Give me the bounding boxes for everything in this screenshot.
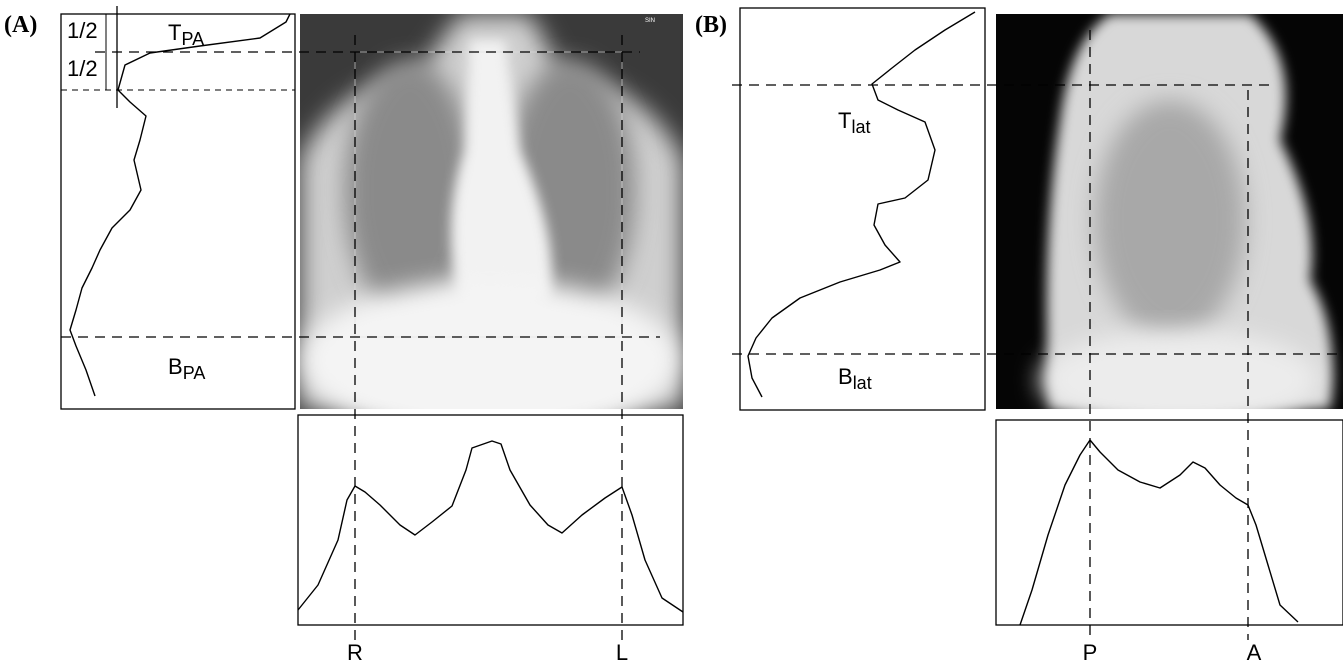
- xray-pa: SIN: [300, 14, 683, 409]
- axis-label: P: [1083, 640, 1098, 665]
- axis-label: L: [616, 640, 628, 665]
- profile-box: [297, 414, 684, 626]
- half-label: 1/2: [67, 18, 98, 43]
- axis-label: R: [347, 640, 363, 665]
- marker-main: B: [168, 354, 183, 379]
- xray-lat: [996, 14, 1343, 409]
- top-marker: Tlat: [838, 108, 870, 137]
- profile-curve: [1019, 439, 1299, 626]
- profile-curve: [747, 11, 976, 398]
- panel-label: (A): [4, 12, 37, 38]
- profile-curve: [69, 13, 291, 397]
- marker-sub: lat: [851, 117, 870, 137]
- top-marker: TPA: [168, 20, 204, 49]
- half-label: 1/2: [67, 56, 98, 81]
- profile-curve: [297, 440, 684, 613]
- bottom-marker: BPA: [168, 354, 205, 383]
- bottom-marker: Blat: [838, 364, 872, 393]
- marker-sub: lat: [853, 373, 872, 393]
- profile-box: [60, 13, 296, 410]
- marker-main: T: [168, 20, 181, 45]
- profile-box: [739, 7, 986, 411]
- marker-main: T: [838, 108, 851, 133]
- marker-sub: PA: [181, 29, 204, 49]
- marker-sub: PA: [183, 363, 206, 383]
- panel-label: (B): [695, 12, 727, 38]
- axis-label: A: [1247, 640, 1262, 665]
- marker-main: B: [838, 364, 853, 389]
- profile-box: [995, 419, 1343, 626]
- svg-text:SIN: SIN: [645, 18, 655, 24]
